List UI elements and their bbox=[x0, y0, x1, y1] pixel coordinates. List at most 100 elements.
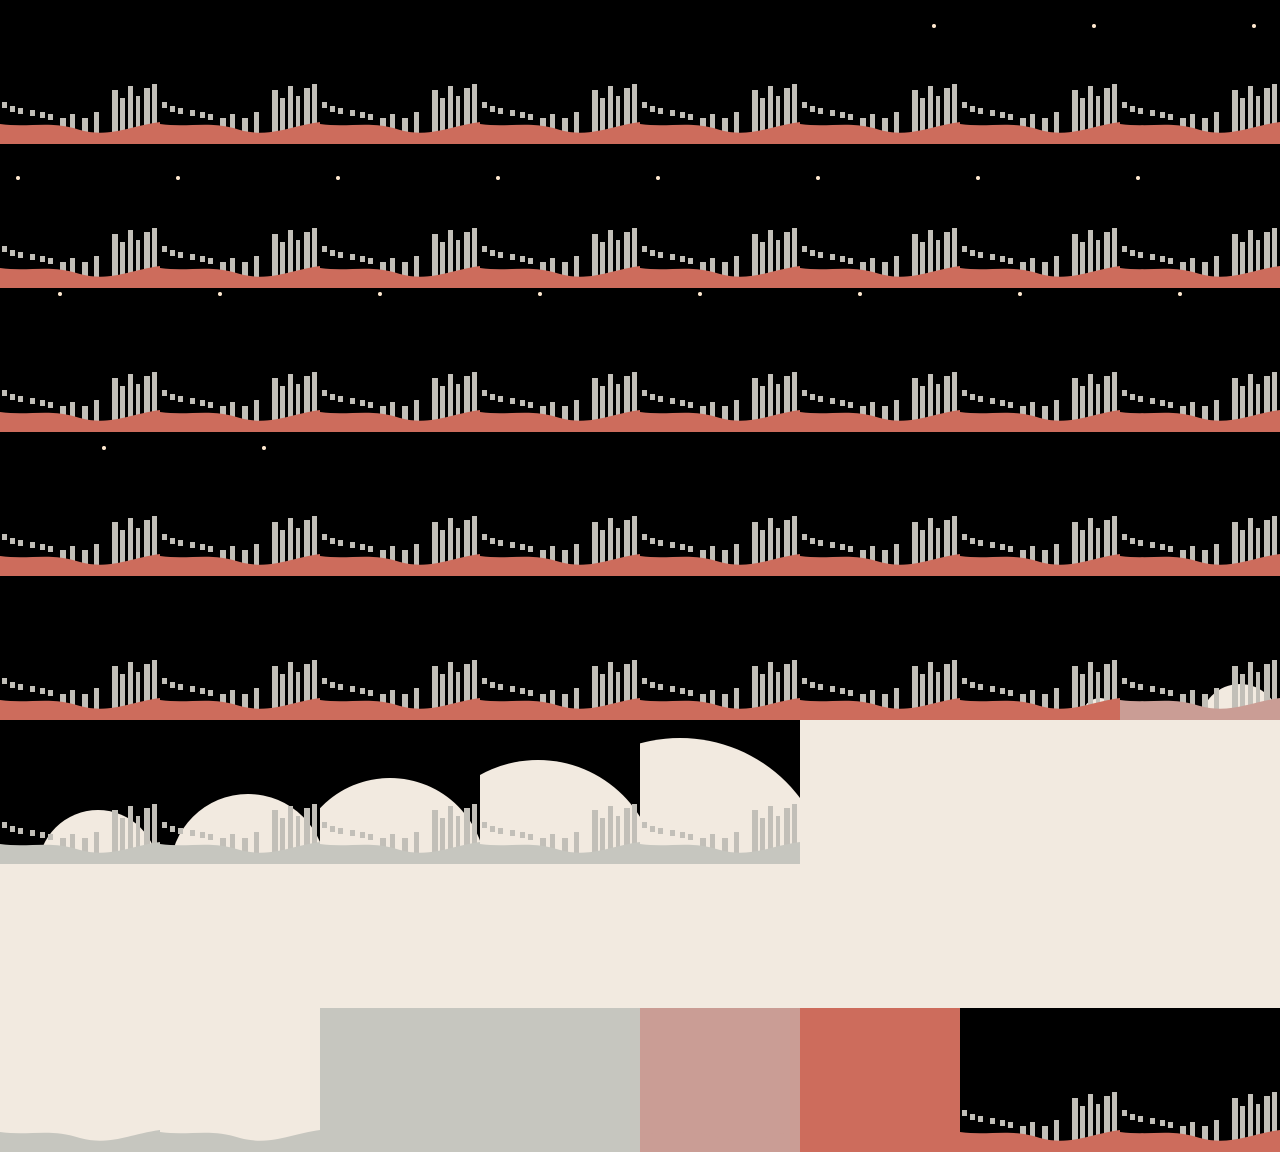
sky-background bbox=[480, 864, 640, 1008]
sky-background bbox=[160, 144, 320, 288]
sky-background bbox=[1120, 288, 1280, 432]
sprite-frame bbox=[960, 432, 1120, 576]
frame-canvas bbox=[0, 576, 160, 720]
sky-background bbox=[960, 1008, 1120, 1152]
ground-strip bbox=[800, 1130, 960, 1152]
sprite-frame bbox=[960, 1008, 1120, 1152]
sprite-frame bbox=[480, 720, 640, 864]
ground-strip bbox=[1120, 122, 1280, 144]
frame-canvas bbox=[1120, 576, 1280, 720]
ground-strip bbox=[320, 986, 480, 1008]
sky-background bbox=[480, 144, 640, 288]
ground-strip bbox=[960, 554, 1120, 576]
ground-strip bbox=[0, 410, 160, 432]
sprite-frame bbox=[0, 144, 160, 288]
sky-background bbox=[320, 864, 480, 1008]
city-skyline bbox=[482, 228, 637, 284]
sky-background bbox=[320, 576, 480, 720]
sprite-frame bbox=[160, 720, 320, 864]
star-icon bbox=[1092, 24, 1096, 28]
frame-canvas bbox=[0, 432, 160, 576]
star-icon bbox=[656, 176, 660, 180]
frame-canvas bbox=[160, 720, 320, 864]
sprite-frame bbox=[480, 1008, 640, 1152]
ground-strip bbox=[480, 554, 640, 576]
sprite-frame bbox=[960, 720, 1120, 864]
frame-canvas bbox=[320, 864, 480, 1008]
sprite-frame bbox=[320, 576, 480, 720]
frame-canvas bbox=[320, 1008, 480, 1152]
ground-strip bbox=[0, 698, 160, 720]
ground-strip bbox=[0, 842, 160, 864]
ground-strip bbox=[480, 410, 640, 432]
sky-background bbox=[800, 576, 960, 720]
frame-canvas bbox=[1120, 720, 1280, 864]
sky-background bbox=[960, 720, 1120, 864]
frame-canvas bbox=[320, 144, 480, 288]
frame-canvas bbox=[320, 576, 480, 720]
sprite-frame bbox=[640, 576, 800, 720]
frame-canvas bbox=[640, 1008, 800, 1152]
sky-background bbox=[160, 864, 320, 1008]
ground-strip bbox=[160, 698, 320, 720]
frame-canvas bbox=[960, 432, 1120, 576]
sky-background bbox=[960, 288, 1120, 432]
ground-strip bbox=[1120, 266, 1280, 288]
frame-canvas bbox=[1120, 1008, 1280, 1152]
star-icon bbox=[1018, 292, 1022, 296]
sky-background bbox=[800, 144, 960, 288]
frame-canvas bbox=[640, 720, 800, 864]
sprite-frame bbox=[1120, 432, 1280, 576]
sky-background bbox=[800, 288, 960, 432]
sky-background bbox=[640, 144, 800, 288]
sky-background bbox=[960, 0, 1120, 144]
sprite-frame bbox=[480, 0, 640, 144]
frame-canvas bbox=[800, 432, 960, 576]
sprite-frame bbox=[1120, 288, 1280, 432]
sky-background bbox=[800, 720, 960, 864]
sprite-frame bbox=[800, 864, 960, 1008]
frame-canvas bbox=[800, 720, 960, 864]
frame-canvas bbox=[1120, 288, 1280, 432]
sprite-frame bbox=[320, 432, 480, 576]
sky-background bbox=[960, 144, 1120, 288]
city-skyline bbox=[162, 372, 317, 428]
frame-canvas bbox=[800, 288, 960, 432]
sky-background bbox=[1120, 0, 1280, 144]
ground-strip bbox=[160, 122, 320, 144]
ground-strip bbox=[1120, 410, 1280, 432]
city-skyline bbox=[1122, 228, 1277, 284]
star-icon bbox=[538, 292, 542, 296]
ground-strip bbox=[1120, 554, 1280, 576]
frame-canvas bbox=[960, 864, 1120, 1008]
sprite-frame bbox=[0, 432, 160, 576]
ground-strip bbox=[960, 1130, 1120, 1152]
ground-strip bbox=[0, 554, 160, 576]
sprite-frame bbox=[1120, 1008, 1280, 1152]
sky-background bbox=[160, 288, 320, 432]
ground-strip bbox=[480, 122, 640, 144]
sky-background bbox=[640, 576, 800, 720]
frame-canvas bbox=[1120, 144, 1280, 288]
ground-strip bbox=[320, 266, 480, 288]
sky-background bbox=[640, 0, 800, 144]
sprite-frame bbox=[800, 144, 960, 288]
frame-canvas bbox=[960, 720, 1120, 864]
star-icon bbox=[1252, 24, 1256, 28]
city-skyline bbox=[1122, 84, 1277, 140]
sky-background bbox=[1120, 144, 1280, 288]
star-icon bbox=[932, 24, 936, 28]
ground-strip bbox=[1120, 1130, 1280, 1152]
sprite-frame bbox=[0, 720, 160, 864]
ground-strip bbox=[640, 1130, 800, 1152]
sprite-frame bbox=[320, 144, 480, 288]
ground-strip bbox=[0, 986, 160, 1008]
sprite-frame bbox=[800, 288, 960, 432]
ground-strip bbox=[960, 410, 1120, 432]
sprite-frame bbox=[480, 432, 640, 576]
ground-strip bbox=[480, 842, 640, 864]
sprite-frame bbox=[640, 864, 800, 1008]
sprite-frame bbox=[640, 144, 800, 288]
city-skyline bbox=[2, 804, 157, 860]
frame-canvas bbox=[320, 720, 480, 864]
